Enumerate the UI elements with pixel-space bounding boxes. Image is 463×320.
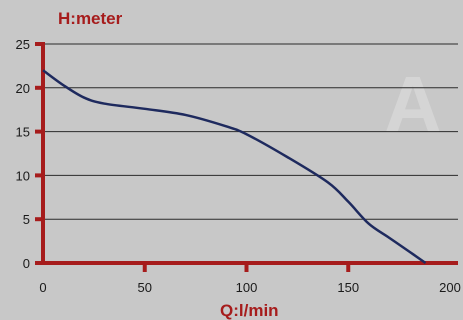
x-tick-label: 150	[337, 280, 359, 295]
x-tick-label: 0	[39, 280, 46, 295]
series-layer	[42, 69, 427, 265]
x-tick-label: 200	[439, 280, 461, 295]
x-tick-label: 50	[138, 280, 152, 295]
y-axis-title: H:meter	[58, 9, 123, 28]
watermark-logo: A	[384, 60, 442, 149]
x-tick-label: 100	[236, 280, 258, 295]
x-axis-title: Q:l/min	[220, 301, 279, 320]
grid-lines	[43, 43, 458, 220]
y-tick-label: 10	[16, 168, 30, 183]
y-tick-label: 5	[23, 212, 30, 227]
y-tick-label: 0	[23, 256, 30, 271]
y-tick-label: 15	[16, 125, 30, 140]
tick-labels: 0 5 10 15 20 25 0 50 100 150 200	[16, 37, 461, 295]
axes	[35, 42, 458, 272]
y-tick-label: 20	[16, 81, 30, 96]
y-tick-label: 25	[16, 37, 30, 52]
performance-curve	[42, 69, 427, 265]
